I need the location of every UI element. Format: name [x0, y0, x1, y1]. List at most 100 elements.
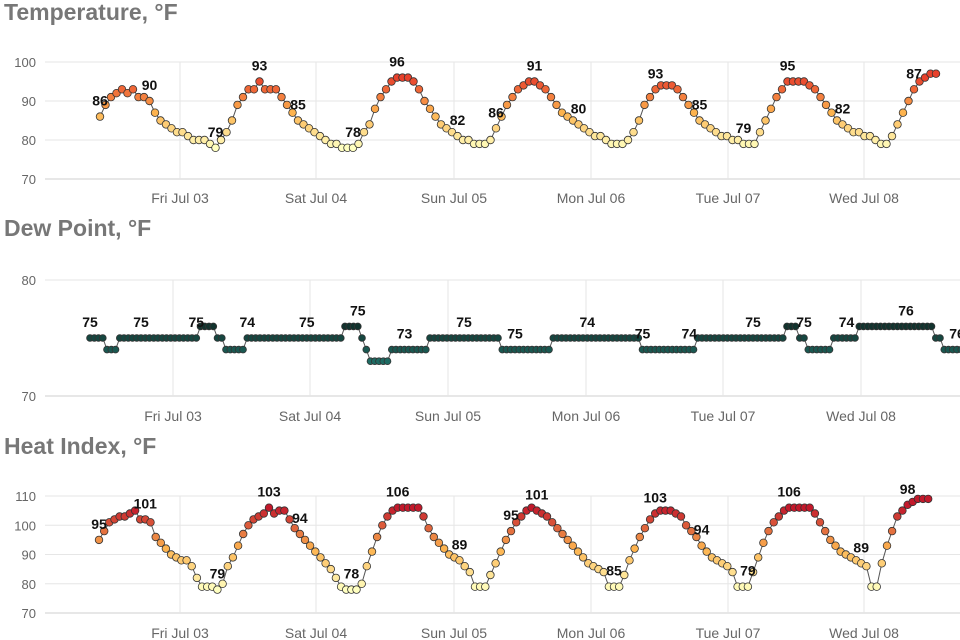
data-point[interactable]: [359, 127, 369, 137]
data-point[interactable]: [791, 322, 800, 331]
data-point[interactable]: [95, 112, 105, 121]
data-point[interactable]: [213, 585, 222, 594]
data-point[interactable]: [769, 518, 778, 527]
data-point[interactable]: [228, 553, 238, 562]
data-point[interactable]: [239, 345, 247, 354]
data-point[interactable]: [553, 523, 562, 533]
data-point[interactable]: [481, 582, 490, 591]
data-point[interactable]: [692, 532, 701, 542]
data-point[interactable]: [128, 85, 138, 94]
data-point[interactable]: [893, 120, 902, 129]
data-point[interactable]: [766, 104, 776, 113]
data-point[interactable]: [728, 567, 737, 577]
data-point[interactable]: [460, 561, 469, 571]
data-point[interactable]: [898, 108, 908, 117]
data-point[interactable]: [805, 503, 814, 512]
data-point[interactable]: [101, 100, 110, 110]
data-point[interactable]: [227, 116, 237, 125]
data-point[interactable]: [285, 515, 294, 524]
data-point[interactable]: [249, 85, 259, 94]
data-point[interactable]: [545, 345, 553, 354]
data-point[interactable]: [218, 579, 227, 588]
data-point[interactable]: [192, 334, 201, 342]
data-point[interactable]: [629, 127, 638, 137]
data-point[interactable]: [748, 567, 758, 577]
data-point[interactable]: [150, 108, 160, 117]
data-point[interactable]: [764, 526, 773, 536]
data-point[interactable]: [381, 85, 391, 94]
data-point[interactable]: [414, 503, 423, 512]
data-point[interactable]: [491, 124, 501, 133]
data-point[interactable]: [927, 322, 936, 331]
data-point[interactable]: [321, 559, 330, 568]
data-point[interactable]: [743, 582, 753, 591]
data-point[interactable]: [111, 345, 120, 354]
data-point[interactable]: [625, 556, 634, 565]
data-point[interactable]: [378, 521, 387, 530]
data-point[interactable]: [778, 334, 787, 342]
data-point[interactable]: [689, 108, 699, 117]
data-point[interactable]: [673, 85, 682, 94]
data-point[interactable]: [615, 582, 624, 591]
data-point[interactable]: [887, 526, 897, 536]
data-point[interactable]: [409, 77, 418, 86]
data-point[interactable]: [501, 535, 511, 545]
data-point[interactable]: [223, 561, 232, 571]
data-point[interactable]: [506, 526, 516, 536]
data-point[interactable]: [238, 92, 248, 102]
data-point[interactable]: [774, 512, 783, 521]
data-point[interactable]: [362, 345, 371, 354]
data-point[interactable]: [512, 518, 521, 527]
data-point[interactable]: [931, 69, 941, 78]
data-point[interactable]: [517, 512, 526, 521]
data-point[interactable]: [640, 523, 650, 533]
data-point[interactable]: [630, 544, 639, 553]
data-point[interactable]: [336, 334, 345, 342]
data-point[interactable]: [689, 345, 698, 354]
data-point[interactable]: [259, 509, 268, 518]
data-point[interactable]: [831, 541, 840, 550]
data-point[interactable]: [936, 334, 944, 342]
data-point[interactable]: [723, 561, 732, 571]
data-point[interactable]: [821, 526, 830, 536]
data-point[interactable]: [465, 567, 474, 577]
data-point[interactable]: [255, 77, 264, 86]
data-point[interactable]: [816, 92, 825, 102]
data-point[interactable]: [424, 523, 433, 533]
data-point[interactable]: [887, 131, 897, 141]
data-point[interactable]: [365, 120, 374, 129]
data-point[interactable]: [491, 559, 500, 568]
data-point[interactable]: [800, 334, 808, 342]
data-point[interactable]: [419, 512, 428, 521]
data-point[interactable]: [508, 92, 517, 102]
data-point[interactable]: [362, 561, 371, 571]
data-point[interactable]: [99, 526, 109, 536]
data-point[interactable]: [99, 334, 107, 342]
data-point[interactable]: [635, 532, 644, 542]
data-point[interactable]: [414, 85, 424, 94]
data-point[interactable]: [815, 518, 825, 527]
data-point[interactable]: [358, 334, 366, 342]
data-point[interactable]: [357, 579, 366, 588]
data-point[interactable]: [851, 334, 859, 342]
data-point[interactable]: [909, 85, 919, 94]
data-point[interactable]: [541, 85, 550, 94]
data-point[interactable]: [810, 509, 820, 518]
data-point[interactable]: [862, 561, 871, 571]
data-point[interactable]: [425, 104, 435, 113]
data-point[interactable]: [372, 532, 382, 542]
data-point[interactable]: [552, 100, 561, 110]
data-point[interactable]: [568, 541, 577, 550]
data-point[interactable]: [288, 108, 297, 117]
data-point[interactable]: [151, 532, 160, 542]
data-point[interactable]: [145, 96, 154, 106]
data-point[interactable]: [311, 547, 320, 556]
data-point[interactable]: [573, 547, 583, 556]
data-point[interactable]: [282, 100, 292, 110]
data-point[interactable]: [640, 100, 649, 110]
data-point[interactable]: [623, 135, 633, 145]
data-point[interactable]: [353, 322, 362, 331]
data-point[interactable]: [431, 112, 440, 121]
data-point[interactable]: [383, 512, 392, 521]
data-point[interactable]: [161, 544, 171, 553]
